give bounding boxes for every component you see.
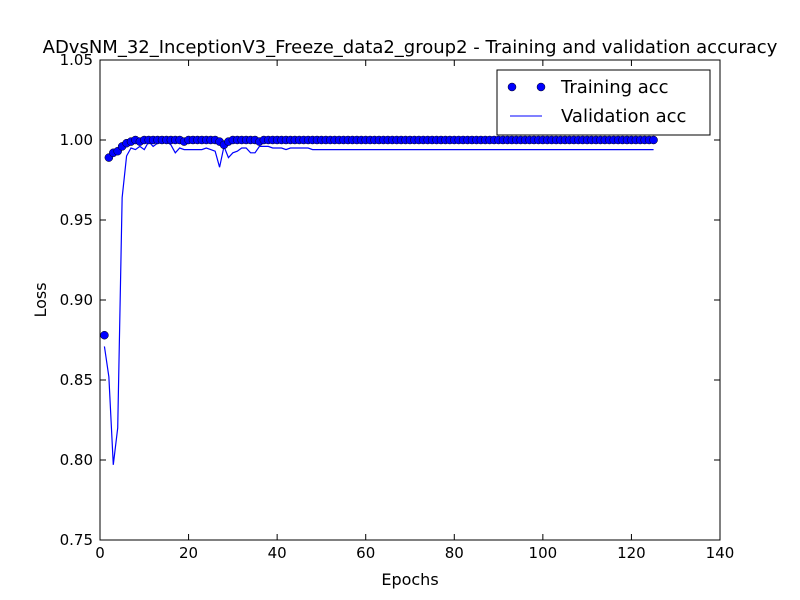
legend-label-training: Training acc — [560, 77, 669, 98]
y-tick-label: 1.05 — [60, 51, 93, 69]
x-tick-label: 100 — [529, 544, 558, 562]
y-tick-label: 0.75 — [60, 531, 93, 549]
y-tick-label: 0.95 — [60, 211, 93, 229]
y-tick-label: 1.00 — [60, 131, 93, 149]
legend-marker-training — [507, 82, 517, 92]
y-tick-label: 0.90 — [60, 291, 93, 309]
x-axis: 0 20 40 60 80 100 120 140 — [95, 60, 734, 562]
x-axis-label: Epochs — [381, 570, 438, 589]
training-acc-point — [649, 135, 658, 145]
validation-acc-line — [103, 140, 654, 465]
x-tick-label: 0 — [95, 544, 105, 562]
x-tick-label: 80 — [445, 544, 464, 562]
y-axis-label: Loss — [31, 282, 50, 317]
legend-box — [496, 69, 711, 136]
y-tick-label: 0.80 — [60, 451, 93, 469]
y-axis: 0.75 0.80 0.85 0.90 0.95 1.00 1.05 — [60, 51, 720, 549]
y-tick-label: 0.85 — [60, 371, 93, 389]
series-layer — [100, 135, 658, 465]
chart-title: ADvsNM_32_InceptionV3_Freeze_data2_group… — [43, 37, 778, 58]
legend-marker-training — [536, 82, 546, 92]
legend-label-validation: Validation acc — [561, 106, 686, 127]
legend: Training acc Validation acc — [496, 69, 711, 136]
x-tick-label: 40 — [268, 544, 287, 562]
x-tick-label: 60 — [356, 544, 375, 562]
x-tick-label: 120 — [617, 544, 646, 562]
training-acc-point — [100, 330, 109, 340]
x-tick-label: 20 — [179, 544, 198, 562]
x-tick-label: 140 — [706, 544, 735, 562]
